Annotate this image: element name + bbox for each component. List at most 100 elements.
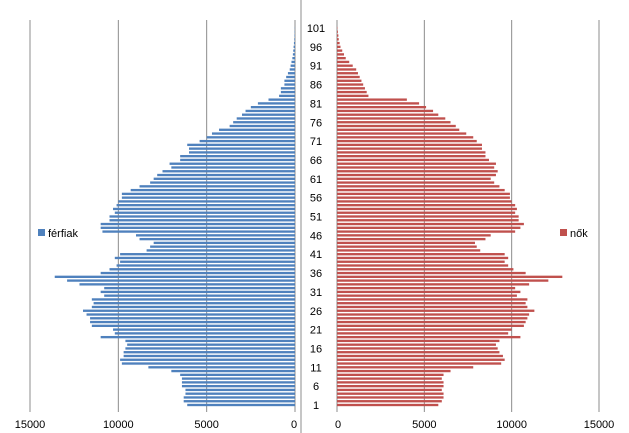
age-tick-label: 61	[310, 174, 322, 186]
women-bar-age-85	[337, 87, 365, 90]
women-bar-age-48	[337, 226, 521, 229]
women-bar-age-95	[337, 49, 343, 52]
women-bar-age-6	[337, 384, 444, 388]
women-bar-age-32	[337, 286, 516, 290]
men-bar-age-47	[102, 230, 295, 233]
age-tick-label: 6	[313, 381, 319, 393]
women-bar-age-63	[337, 170, 498, 173]
men-bar-age-27	[91, 305, 295, 309]
men-bar-age-96	[293, 45, 295, 49]
men-bar-age-94	[292, 53, 295, 56]
age-tick-label: 31	[310, 287, 322, 299]
right-x-tick-label: 15000	[584, 419, 615, 431]
men-bar-age-83	[279, 94, 295, 98]
women-bar-age-23	[337, 320, 526, 324]
right-x-tick-label: 5000	[412, 419, 436, 431]
age-tick-label: 81	[310, 98, 322, 110]
age-tick-label: 46	[310, 230, 322, 242]
age-tick-label: 41	[310, 249, 322, 261]
men-bar-age-14	[123, 354, 295, 358]
age-tick-label: 66	[310, 155, 322, 167]
men-bar-age-21	[113, 328, 296, 331]
women-bar-age-74	[337, 128, 460, 131]
men-bar-age-53	[113, 207, 296, 211]
women-bar-age-86	[337, 83, 364, 86]
legend-women-swatch	[560, 229, 567, 236]
women-bar-age-99	[337, 34, 339, 37]
men-bar-age-54	[116, 204, 295, 207]
men-bar-age-52	[114, 211, 295, 214]
women-bar-age-72	[337, 136, 474, 139]
women-bar-age-76	[337, 121, 451, 124]
men-bar-age-85	[280, 87, 295, 90]
men-bar-age-65	[169, 162, 295, 165]
women-bar-age-81	[337, 102, 420, 105]
men-bar-age-7	[181, 381, 295, 384]
men-bar-age-31	[100, 290, 296, 294]
women-bar-age-84	[337, 90, 367, 94]
women-bar-age-96	[337, 45, 341, 49]
women-bar-age-83	[337, 94, 369, 98]
women-bar-age-54	[337, 204, 516, 207]
women-bar-age-1	[337, 403, 439, 407]
men-bar-age-42	[146, 249, 295, 252]
men-bar-age-61	[153, 177, 295, 180]
women-bar-age-37	[337, 268, 514, 271]
women-bar-age-29	[337, 298, 528, 301]
men-bar-age-33	[79, 283, 295, 286]
men-bar-age-75	[229, 124, 295, 128]
men-bar-age-73	[211, 132, 295, 135]
men-bar-age-50	[109, 219, 295, 222]
women-bar-age-18	[337, 339, 500, 343]
women-bar-age-62	[337, 173, 496, 177]
age-tick-label: 91	[310, 61, 322, 73]
women-bar-age-35	[337, 275, 563, 278]
women-bar-age-51	[337, 215, 519, 218]
women-bar-age-100	[337, 30, 338, 33]
series-men-bars	[54, 26, 296, 407]
legend-women-label: nők	[570, 228, 588, 240]
women-bar-age-45	[337, 237, 486, 241]
women-bar-age-14	[337, 354, 503, 358]
women-bar-age-42	[337, 249, 481, 252]
women-bar-age-11	[337, 366, 474, 369]
men-bar-age-20	[114, 332, 295, 335]
women-bar-age-67	[337, 155, 486, 158]
men-bar-age-45	[139, 237, 295, 241]
men-bar-age-88	[286, 75, 295, 79]
women-bar-age-20	[337, 332, 509, 335]
men-bar-age-36	[100, 271, 296, 275]
women-bar-age-34	[337, 279, 549, 282]
men-bar-age-79	[245, 109, 295, 113]
women-bar-age-65	[337, 162, 496, 165]
age-tick-label: 26	[310, 306, 322, 318]
women-bar-age-58	[337, 188, 505, 192]
men-bar-age-74	[219, 128, 295, 131]
men-bar-age-44	[153, 241, 295, 245]
men-bar-age-95	[293, 49, 295, 52]
age-tick-label: 71	[310, 136, 322, 148]
women-bar-age-87	[337, 79, 362, 82]
age-tick-label: 101	[307, 23, 325, 35]
women-bar-age-70	[337, 143, 482, 147]
women-bar-age-44	[337, 241, 475, 245]
women-bar-age-40	[337, 256, 509, 260]
men-bar-age-15	[123, 351, 295, 354]
men-bar-age-41	[120, 253, 295, 256]
women-bar-age-3	[337, 396, 444, 399]
men-bar-age-60	[150, 181, 295, 184]
women-bar-age-24	[337, 317, 528, 320]
series-women-bars	[337, 26, 563, 407]
women-bar-age-69	[337, 147, 482, 150]
women-bar-age-52	[337, 211, 516, 214]
men-bar-age-29	[91, 298, 295, 301]
men-bar-age-72	[206, 136, 295, 139]
women-bar-age-61	[337, 177, 491, 180]
men-bar-age-35	[54, 275, 295, 278]
men-bar-age-11	[148, 366, 295, 369]
women-bar-age-36	[337, 271, 526, 275]
women-bar-age-16	[337, 347, 498, 350]
men-bar-age-48	[100, 226, 296, 229]
men-bar-age-89	[287, 72, 295, 75]
men-bar-age-70	[187, 143, 295, 147]
